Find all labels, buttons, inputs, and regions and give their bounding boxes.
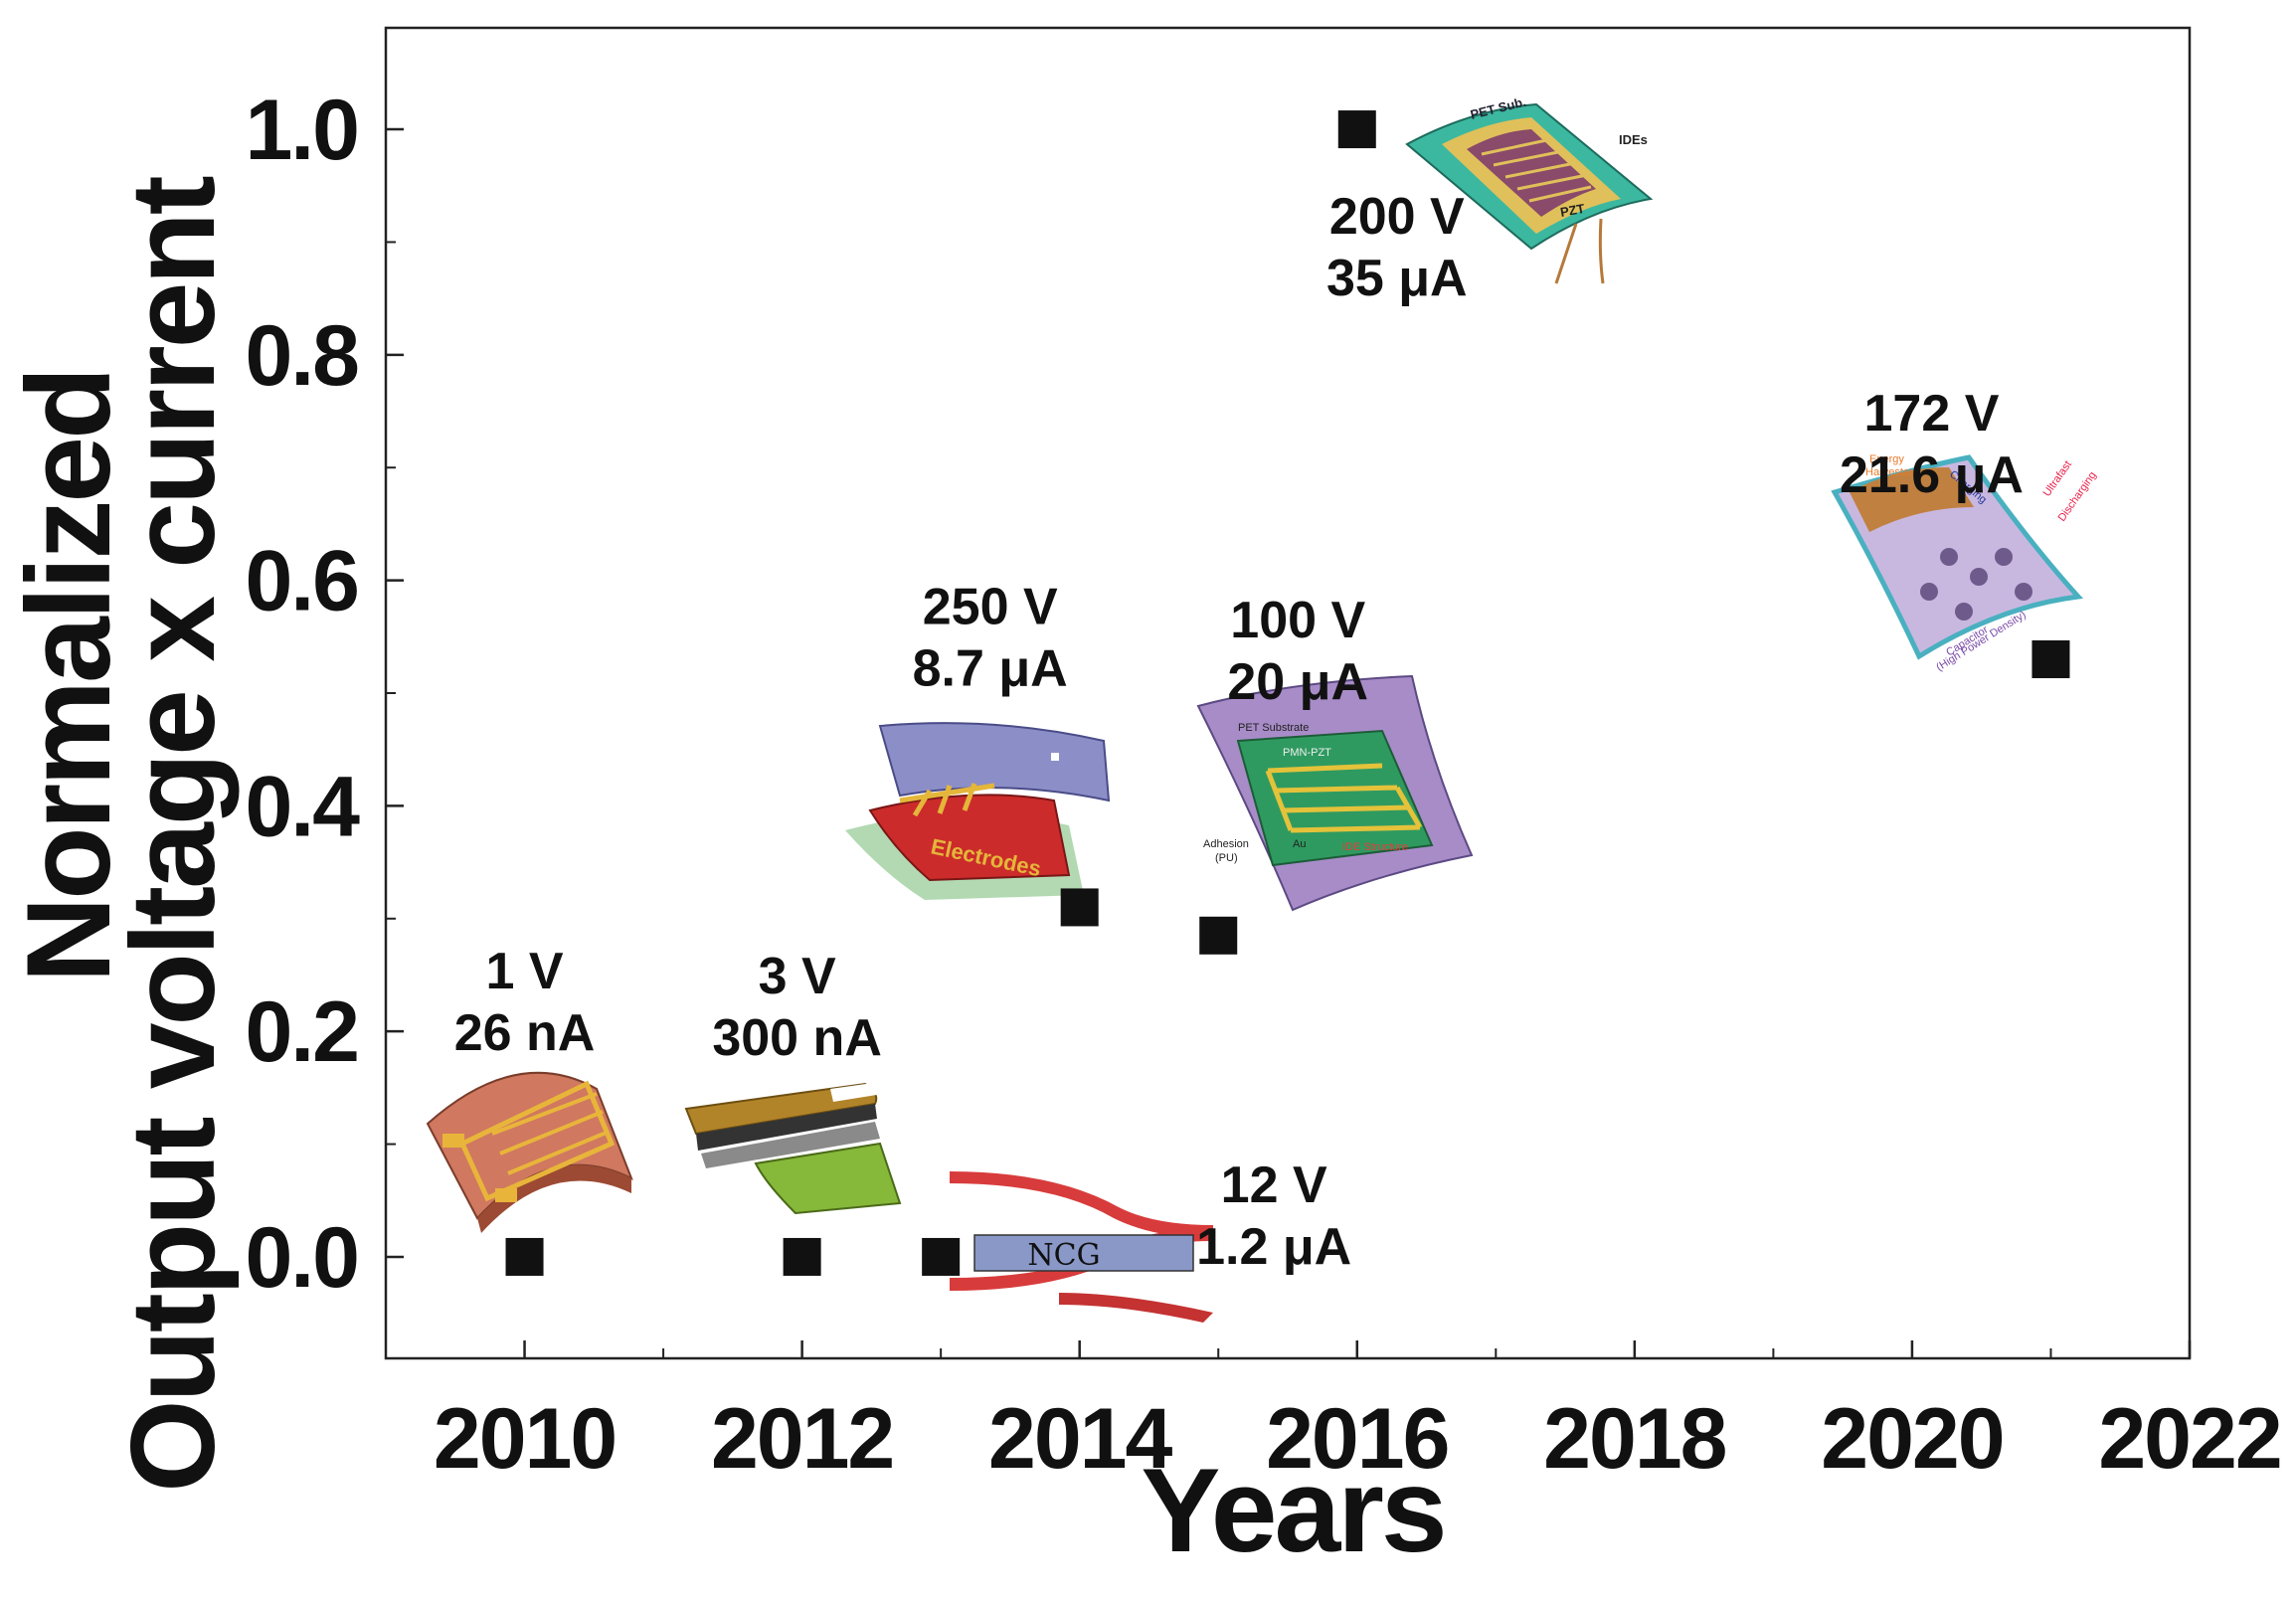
- ticks-layer: 2010 2012 2014 2016 2018 2020 2022 0.0 0.2 0.4 0.6…: [245, 83, 2282, 1487]
- inset-device-2014: Electrodes: [845, 722, 1111, 900]
- inset-2015-label-2: PMN-PZT: [1283, 747, 1331, 759]
- x-axis-title: Years: [1141, 1444, 1444, 1577]
- annotation-current-2016: 35 μA: [1326, 250, 1468, 307]
- inset-2015-label-6: Au: [1293, 838, 1306, 850]
- inset-device-2015: PET Substrate PMN-PZT IDE Structure Adhe…: [1196, 674, 1474, 912]
- annotation-voltage-2021: 172 V: [1864, 385, 2000, 443]
- inset-2015-label-3: IDE Structure: [1342, 841, 1408, 853]
- annotation-voltage-2010: 1 V: [486, 943, 564, 1000]
- data-point-2012: [783, 1237, 821, 1276]
- y-axis-title-line1: Normalized: [2, 370, 135, 983]
- annotation-current-2014: 8.7 μA: [913, 639, 1068, 697]
- inset-2015-label-5: (PU): [1215, 852, 1238, 864]
- data-point-2021: [2031, 639, 2070, 678]
- y-tick-label-5: 1.0: [245, 83, 358, 178]
- annotation-voltage-2014: 250 V: [923, 578, 1058, 635]
- y-tick-label-1: 0.2: [245, 984, 358, 1080]
- inset-2015-label-4: Adhesion: [1203, 838, 1249, 850]
- x-tick-label-2012: 2012: [711, 1391, 893, 1487]
- markers-layer: [505, 110, 2070, 1276]
- annotation-voltage-2016: 200 V: [1329, 188, 1465, 246]
- y-tick-label-0: 0.0: [245, 1210, 358, 1306]
- inset-2013-label: NCG: [1027, 1238, 1100, 1273]
- data-point-2015: [1199, 916, 1238, 955]
- annotation-current-2015: 20 μA: [1227, 653, 1368, 711]
- inset-2016-label-2: IDEs: [1619, 132, 1648, 147]
- data-point-2010: [505, 1237, 544, 1276]
- annotation-voltage-2013: 12 V: [1221, 1156, 1327, 1214]
- x-tick-label-2020: 2020: [1821, 1391, 2003, 1487]
- inset-device-2016: PET Sub. IDEs PZT: [1405, 94, 1654, 284]
- x-tick-label-2010: 2010: [434, 1391, 616, 1487]
- annotation-voltage-2012: 3 V: [759, 948, 836, 1005]
- y-tick-label-4: 0.8: [245, 308, 358, 404]
- y-axis-title-line2: Output voltage x current: [106, 176, 240, 1493]
- x-tick-label-2016: 2016: [1266, 1391, 1448, 1487]
- inset-2016-label-3: PZT: [1559, 201, 1586, 220]
- annotation-current-2012: 300 nA: [712, 1009, 882, 1067]
- annotation-current-2021: 21.6 μA: [1840, 446, 2024, 504]
- x-tick-label-2018: 2018: [1543, 1391, 1725, 1487]
- inset-2021-label-2: Harvester: [1865, 466, 1913, 478]
- inset-device-2010: [426, 1071, 633, 1233]
- x-tick-label-2022: 2022: [2098, 1391, 2280, 1487]
- inset-device-2012: [684, 1082, 902, 1215]
- inset-2021-label-1: Energy: [1869, 453, 1904, 465]
- y-tick-label-2: 0.4: [245, 759, 360, 854]
- annotation-current-2010: 26 nA: [454, 1004, 596, 1062]
- x-tick-label-2014: 2014: [988, 1391, 1172, 1487]
- inset-2015-label-1: PET Substrate: [1238, 722, 1309, 734]
- annotation-current-2013: 1.2 μA: [1196, 1218, 1351, 1276]
- y-tick-label-3: 0.6: [245, 534, 358, 629]
- data-point-2014: [1060, 888, 1099, 927]
- data-point-2013: [922, 1237, 961, 1276]
- data-point-2016: [1337, 110, 1376, 149]
- inset-device-2013: NCG: [950, 1171, 1213, 1323]
- annotation-voltage-2015: 100 V: [1230, 592, 1365, 649]
